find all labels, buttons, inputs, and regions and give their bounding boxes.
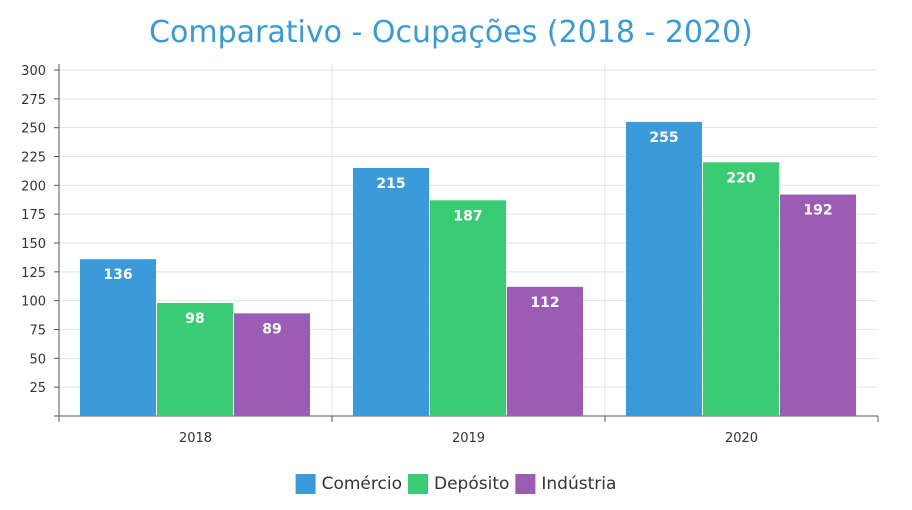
- y-tick-label: 250: [21, 122, 46, 137]
- data-label: 98: [185, 311, 204, 327]
- data-label: 215: [376, 176, 405, 192]
- legend-label: Comércio: [322, 474, 402, 494]
- chart-title: Comparativo - Ocupações (2018 - 2020): [149, 15, 753, 50]
- y-tick-label: 125: [21, 266, 46, 281]
- data-label: 112: [530, 295, 559, 311]
- y-tick-label: 150: [21, 237, 46, 252]
- legend-label: Depósito: [434, 474, 509, 494]
- data-label: 220: [726, 170, 755, 186]
- legend: Comércio Depósito Indústria: [295, 474, 616, 494]
- y-tick-label: 200: [21, 179, 46, 194]
- data-labels: 136 98 89 215 187 112 255 220 192: [103, 130, 832, 337]
- bar: [703, 162, 779, 416]
- x-tick-label: 2018: [179, 431, 212, 446]
- y-tick-label: 75: [29, 324, 46, 339]
- data-label: 136: [103, 267, 132, 283]
- bar: [507, 286, 583, 416]
- bar: [780, 194, 856, 416]
- x-tick-label: 2019: [452, 431, 485, 446]
- bar: [353, 168, 429, 416]
- data-label: 255: [649, 130, 678, 146]
- data-label: 187: [453, 208, 482, 224]
- legend-swatch: [295, 474, 316, 494]
- bar: [80, 259, 156, 416]
- legend-label: Indústria: [541, 474, 616, 494]
- x-tick-label: 2020: [725, 431, 758, 446]
- bar: [157, 302, 233, 416]
- y-tick-label: 100: [21, 295, 46, 310]
- y-tick-label: 50: [29, 352, 46, 367]
- bar: [430, 200, 506, 416]
- y-tick-label: 225: [21, 151, 46, 166]
- data-label: 89: [262, 321, 281, 337]
- legend-item: Comércio: [295, 474, 402, 494]
- data-label: 192: [803, 203, 832, 219]
- y-tick-label: 275: [21, 93, 46, 108]
- y-tick-label: 175: [21, 208, 46, 223]
- legend-swatch: [515, 474, 536, 494]
- bar: [234, 313, 310, 416]
- y-tick-label: 300: [21, 64, 46, 79]
- y-tick-label: 25: [29, 381, 46, 396]
- legend-item: Indústria: [515, 474, 616, 494]
- bars: [80, 121, 856, 417]
- legend-swatch: [407, 474, 428, 494]
- bar: [626, 121, 702, 417]
- legend-item: Depósito: [407, 474, 509, 494]
